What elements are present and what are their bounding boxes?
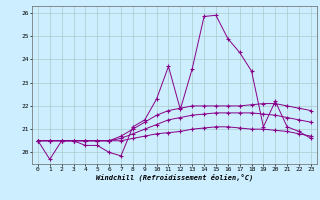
X-axis label: Windchill (Refroidissement éolien,°C): Windchill (Refroidissement éolien,°C) bbox=[96, 173, 253, 181]
